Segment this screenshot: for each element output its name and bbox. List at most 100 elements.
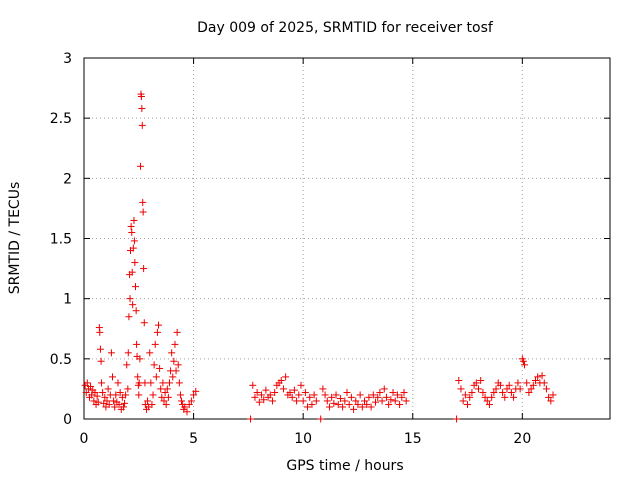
data-point — [128, 268, 136, 276]
data-point — [146, 349, 154, 357]
data-point — [306, 393, 314, 401]
data-point — [521, 361, 529, 369]
data-point — [519, 357, 527, 365]
data-point — [529, 381, 537, 389]
data-point — [505, 381, 513, 389]
data-point — [168, 349, 176, 357]
data-point — [111, 403, 119, 411]
data-point — [330, 399, 338, 407]
data-point — [288, 393, 296, 401]
data-point — [312, 397, 320, 405]
data-point — [96, 345, 104, 353]
data-point — [464, 401, 472, 409]
data-point — [485, 401, 493, 409]
x-axis-label: GPS time / hours — [286, 458, 403, 474]
data-point — [185, 401, 193, 409]
data-point — [132, 283, 140, 291]
data-point — [514, 379, 522, 387]
data-point — [148, 401, 156, 409]
data-point — [101, 393, 109, 401]
x-tick-label: 5 — [189, 431, 198, 447]
data-point — [468, 389, 476, 397]
data-point — [141, 379, 149, 387]
data-point — [507, 389, 515, 397]
data-point — [466, 393, 474, 401]
data-point — [523, 379, 531, 387]
x-tick-label: 20 — [513, 431, 531, 447]
data-point — [144, 397, 152, 405]
data-point — [361, 397, 369, 405]
x-tick-label: 10 — [294, 431, 312, 447]
data-point — [488, 393, 496, 401]
data-point — [547, 397, 555, 405]
data-point — [325, 403, 333, 411]
data-point — [94, 398, 102, 406]
data-point — [499, 389, 507, 397]
data-point — [293, 397, 301, 405]
data-point — [347, 393, 355, 401]
data-point — [133, 340, 141, 348]
data-points — [81, 90, 557, 423]
data-point — [356, 391, 364, 399]
data-point — [323, 397, 331, 405]
data-point — [371, 398, 379, 406]
data-point — [82, 389, 90, 397]
data-point — [129, 244, 137, 252]
data-point — [158, 393, 166, 401]
data-point — [321, 391, 329, 399]
data-point — [343, 389, 351, 397]
data-point — [258, 391, 266, 399]
data-point — [525, 389, 533, 397]
data-point — [339, 403, 347, 411]
data-point — [260, 396, 268, 404]
data-point — [461, 391, 469, 399]
data-point — [247, 415, 255, 423]
data-point — [131, 259, 139, 267]
y-tick-label: 1.5 — [50, 232, 72, 248]
data-point — [459, 397, 467, 405]
data-point — [354, 401, 362, 409]
data-point — [187, 397, 195, 405]
data-point — [290, 386, 298, 394]
data-point — [91, 389, 99, 397]
data-point — [138, 105, 146, 113]
data-point — [268, 397, 276, 405]
data-point — [253, 389, 261, 397]
data-point — [110, 397, 118, 405]
data-point — [501, 393, 509, 401]
data-point — [162, 401, 170, 409]
axis-ticks — [83, 57, 610, 420]
data-point — [151, 340, 159, 348]
x-tick-label: 0 — [80, 431, 89, 447]
data-point — [173, 328, 181, 336]
data-point — [328, 393, 336, 401]
data-point — [363, 401, 371, 409]
data-point — [453, 415, 461, 423]
data-point — [382, 393, 390, 401]
data-point — [367, 403, 375, 411]
data-point — [107, 349, 115, 357]
data-point — [304, 403, 312, 411]
data-point — [301, 389, 309, 397]
grid-lines — [84, 58, 610, 419]
data-point — [132, 307, 140, 315]
data-point — [104, 385, 112, 393]
data-point — [139, 198, 147, 206]
data-point — [128, 228, 136, 236]
data-point — [93, 392, 101, 400]
data-point — [545, 393, 553, 401]
data-point — [266, 391, 274, 399]
data-point — [174, 361, 182, 369]
data-point — [317, 415, 325, 423]
data-point — [527, 385, 535, 393]
data-point — [127, 222, 135, 230]
data-point — [345, 401, 353, 409]
data-point — [387, 396, 395, 404]
data-point — [402, 397, 410, 405]
data-point — [190, 391, 198, 399]
data-point — [140, 265, 148, 273]
data-point — [503, 385, 511, 393]
data-point — [138, 121, 146, 129]
data-point — [389, 389, 397, 397]
data-point — [279, 385, 287, 393]
